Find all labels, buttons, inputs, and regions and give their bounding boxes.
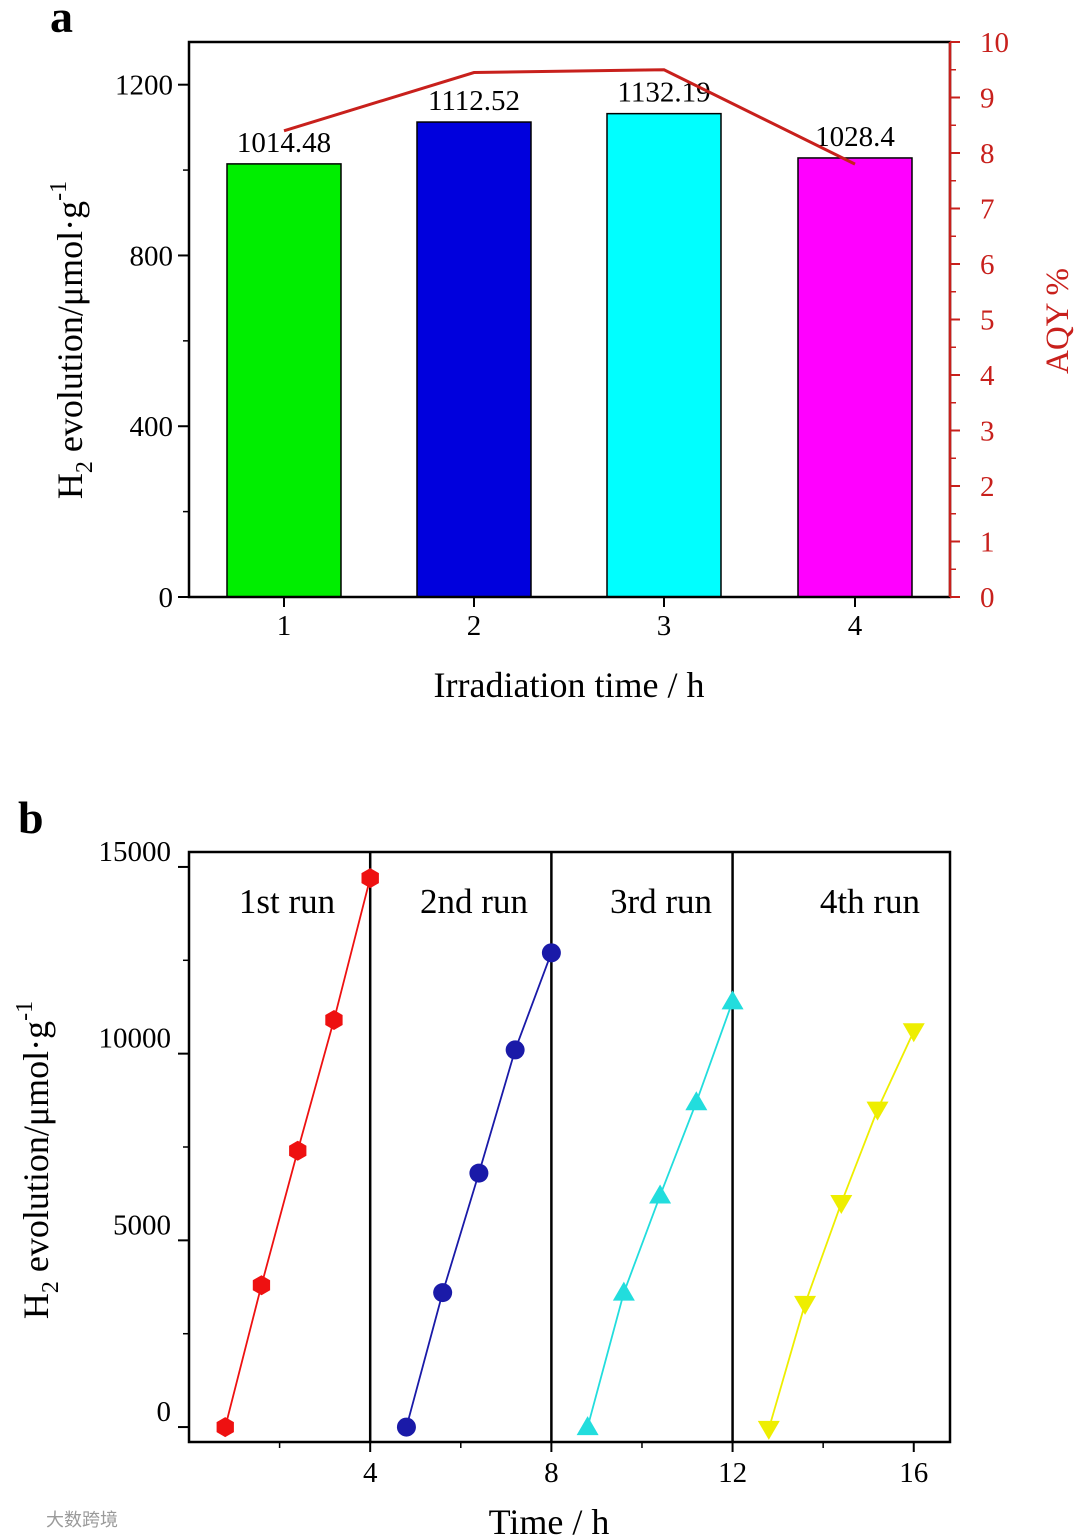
x-tick-label-4: 4 (848, 610, 863, 642)
series-line-3rd-run (586, 1001, 734, 1428)
y2-tick-label-2: 2 (980, 471, 995, 503)
panel-a-bar-chart: a 1014.48 1112.52 1132.19 1028.4 1 2 3 4 0 400 8… (46, 0, 1076, 705)
aqy-line (283, 68, 856, 166)
y-tick-label-10000: 10000 (99, 1023, 172, 1055)
bar-4 (797, 157, 913, 598)
y-tick-label-800: 800 (130, 240, 174, 272)
data-point-4th-run-2 (794, 1295, 817, 1315)
data-point-1st-run-2 (252, 1275, 271, 1296)
panel-b-letter: b (18, 792, 44, 843)
panel-b-x-axis-label: Time / h (489, 1502, 610, 1538)
y2-tick-label-0: 0 (980, 582, 995, 614)
data-point-2nd-run-2 (433, 1283, 453, 1303)
data-point-2nd-run-5 (541, 943, 561, 963)
bar-value-label-2: 1112.52 (428, 85, 520, 117)
y2-tick-label-5: 5 (980, 305, 995, 337)
y2-tick-label-6: 6 (980, 249, 995, 281)
panel-a-x-axis-label: Irradiation time / h (434, 665, 705, 705)
run-label-2: 2nd run (420, 882, 528, 921)
y-tick-label-0: 0 (159, 582, 174, 614)
x-tick-label-1: 1 (277, 610, 292, 642)
bar-value-label-4: 1028.4 (815, 121, 895, 153)
x-tick-label-3: 3 (657, 610, 672, 642)
x-tick-label-12: 12 (718, 1457, 747, 1489)
run-label-3: 3rd run (610, 882, 712, 921)
y-tick-label-0: 0 (157, 1396, 172, 1428)
panel-a-y-axis-label: H2 evolution/μmol·g-1 (46, 181, 98, 499)
data-point-2nd-run-3 (469, 1163, 489, 1183)
panel-b-y-axis-label: H2 evolution/μmol·g-1 (12, 1001, 64, 1319)
data-point-2nd-run-1 (396, 1417, 416, 1437)
y2-tick-label-8: 8 (980, 138, 995, 170)
data-point-3rd-run-1 (576, 1416, 599, 1436)
series-line-4th-run (767, 1030, 915, 1430)
bar-value-label-1: 1014.48 (237, 127, 331, 159)
y-tick-label-400: 400 (130, 411, 174, 443)
data-point-1st-run-1 (216, 1417, 234, 1438)
y-tick-label-15000: 15000 (99, 836, 172, 868)
data-point-2nd-run-4 (505, 1040, 525, 1060)
x-tick-label-16: 16 (899, 1457, 928, 1489)
data-point-3rd-run-5 (721, 990, 744, 1010)
run-label-4: 4th run (820, 882, 920, 921)
data-point-4th-run-1 (757, 1420, 780, 1440)
bar-2 (416, 121, 532, 598)
series-line-2nd-run (405, 952, 553, 1428)
y2-tick-label-4: 4 (980, 360, 995, 392)
data-point-3rd-run-3 (649, 1184, 672, 1204)
x-tick-label-2: 2 (467, 610, 482, 642)
bar-1 (226, 163, 342, 598)
run-label-1: 1st run (239, 882, 335, 921)
y-tick-label-5000: 5000 (113, 1209, 171, 1241)
y2-tick-label-7: 7 (980, 194, 995, 226)
data-point-1st-run-4 (325, 1010, 343, 1030)
watermark-text: 大数跨境 (46, 1510, 118, 1531)
x-tick-label-4: 4 (363, 1457, 378, 1489)
data-point-1st-run-3 (289, 1140, 307, 1161)
y2-tick-label-9: 9 (980, 83, 995, 115)
data-point-3rd-run-2 (612, 1281, 635, 1301)
data-point-3rd-run-4 (685, 1091, 708, 1111)
bar-3 (606, 112, 722, 598)
y2-tick-label-1: 1 (980, 527, 995, 559)
data-point-4th-run-3 (830, 1195, 853, 1215)
y-tick-label-1200: 1200 (115, 70, 173, 102)
data-point-4th-run-4 (866, 1101, 889, 1121)
x-tick-label-8: 8 (544, 1457, 559, 1489)
panel-a-y2-axis-label: AQY % (1040, 268, 1076, 374)
bar-value-label-3: 1132.19 (617, 77, 710, 109)
y2-tick-label-3: 3 (980, 416, 995, 448)
panel-b-line-chart: b 4 8 12 16 0 5000 10000 15000 1st run 2nd run 3… (12, 792, 952, 1538)
panel-a-letter: a (50, 0, 73, 42)
data-point-1st-run-5 (361, 868, 379, 889)
y2-tick-label-10: 10 (980, 27, 1009, 59)
data-point-4th-run-5 (902, 1023, 925, 1043)
